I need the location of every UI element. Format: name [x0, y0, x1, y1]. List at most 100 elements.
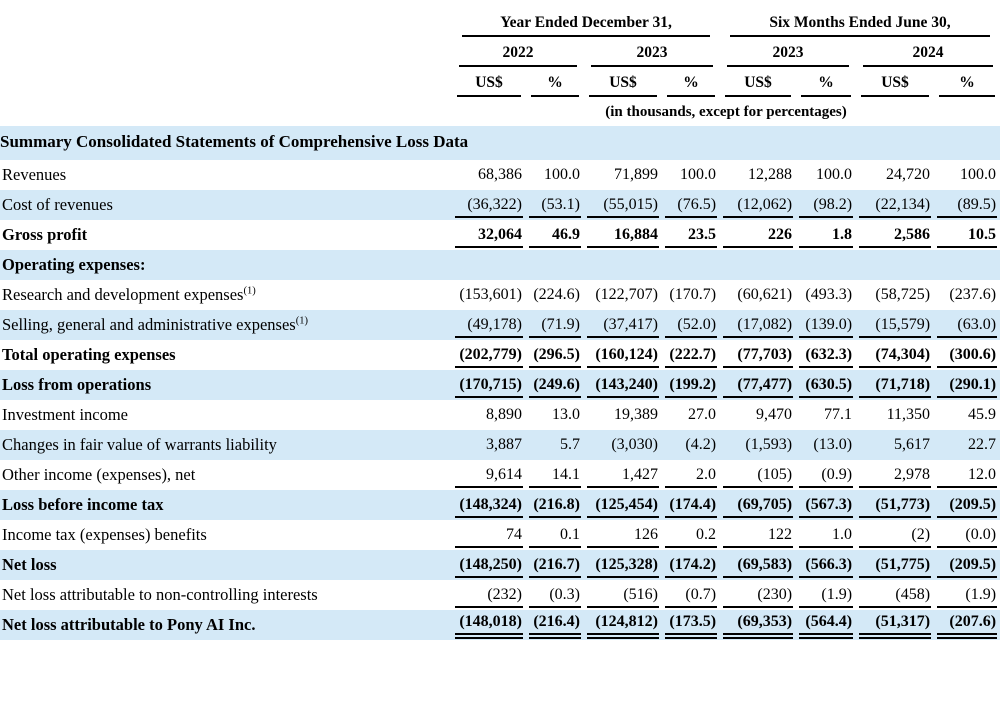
value-text: (60,621): [737, 286, 793, 304]
value-cell: (139.0): [796, 310, 856, 340]
value-cell: 1,427: [584, 460, 662, 490]
row-label-text: Loss from operations: [2, 375, 152, 395]
value-cell: (0.0): [934, 520, 1000, 550]
value-cell: 46.9: [526, 220, 584, 250]
value-cell: (173.5): [662, 610, 720, 640]
value-text: 226: [723, 224, 794, 249]
value-cell: 11,350: [856, 400, 934, 430]
value-text: (2): [859, 524, 932, 549]
value-cell: (98.2): [796, 190, 856, 220]
value-text: (209.5): [937, 494, 998, 519]
value-text: 27.0: [688, 406, 717, 424]
value-text: (37,417): [587, 314, 659, 339]
value-cell: 226: [720, 220, 796, 250]
value-cell: (1.9): [796, 580, 856, 610]
value-cell: (17,082): [720, 310, 796, 340]
value-text: 9,614: [455, 464, 523, 489]
value-text: (249.6): [529, 374, 581, 399]
value-cell: 0.1: [526, 520, 584, 550]
unit-header: %: [801, 67, 852, 97]
value-cell: [796, 250, 856, 280]
value-text: (296.5): [529, 344, 581, 369]
value-text: (564.4): [799, 611, 854, 640]
value-text: 77.1: [824, 406, 853, 424]
value-cell: (153,601): [452, 280, 526, 310]
value-cell: (230): [720, 580, 796, 610]
value-text: 0.1: [529, 524, 581, 549]
value-text: 2,978: [859, 464, 932, 489]
table-row: Net loss attributable to Pony AI Inc. (14…: [0, 610, 1000, 641]
value-cell: (160,124): [584, 340, 662, 370]
value-cell: (125,454): [584, 490, 662, 520]
unit-header: %: [667, 67, 716, 97]
value-text: (139.0): [799, 314, 854, 339]
section-title-row: Summary Consolidated Statements of Compr…: [0, 126, 1000, 161]
value-cell: 12.0: [934, 460, 1000, 490]
value-cell: (174.2): [662, 550, 720, 580]
value-text: (77,703): [723, 344, 794, 369]
value-cell: (632.3): [796, 340, 856, 370]
value-text: (202,779): [455, 344, 523, 369]
value-cell: (564.4): [796, 610, 856, 640]
value-cell: 9,470: [720, 400, 796, 430]
value-text: (49,178): [455, 314, 523, 339]
value-text: (173.5): [665, 611, 718, 640]
row-label: Cost of revenues: [0, 190, 452, 220]
row-label-text: Investment income: [2, 405, 129, 425]
value-text: 12.0: [937, 464, 998, 489]
value-text: 122: [723, 524, 794, 549]
value-cell: (4.2): [662, 430, 720, 460]
value-cell: (1.9): [934, 580, 1000, 610]
value-text: 126: [587, 524, 659, 549]
value-text: 100.0: [544, 166, 580, 184]
value-cell: (209.5): [934, 490, 1000, 520]
value-cell: (71,718): [856, 370, 934, 400]
value-cell: 10.5: [934, 220, 1000, 250]
value-cell: (216.7): [526, 550, 584, 580]
row-label: Changes in fair value of warrants liabil…: [0, 430, 452, 460]
value-cell: (237.6): [934, 280, 1000, 310]
unit-header: US$: [589, 67, 657, 97]
row-label-text: Gross profit: [2, 225, 88, 245]
row-label: Total operating expenses: [0, 340, 452, 370]
value-text: 0.2: [665, 524, 718, 549]
value-text: 100.0: [816, 166, 853, 184]
value-cell: [662, 250, 720, 280]
value-text: 100.0: [960, 166, 997, 184]
value-cell: (15,579): [856, 310, 934, 340]
value-text: 12,288: [748, 166, 793, 184]
value-text: (124,812): [587, 611, 659, 640]
value-text: (1.9): [937, 584, 998, 609]
value-cell: [526, 250, 584, 280]
row-label: Loss before income tax: [0, 490, 452, 520]
row-label-text: Loss before income tax: [2, 495, 164, 515]
value-text: 1,427: [587, 464, 659, 489]
value-text: (51,317): [859, 611, 932, 640]
value-text: [859, 272, 931, 278]
value-cell: (148,324): [452, 490, 526, 520]
year-header-2022: 2022: [459, 37, 577, 67]
value-text: 10.5: [937, 224, 998, 249]
value-cell: (300.6): [934, 340, 1000, 370]
value-cell: (296.5): [526, 340, 584, 370]
value-cell: 100.0: [526, 160, 584, 190]
value-cell: 5,617: [856, 430, 934, 460]
table-row: Loss from operations (170,715) (249.6) (143…: [0, 370, 1000, 401]
row-label: Investment income: [0, 400, 452, 430]
value-text: (125,328): [587, 554, 659, 579]
value-cell: 22.7: [934, 430, 1000, 460]
value-text: (36,322): [455, 194, 523, 219]
value-text: (13.0): [813, 436, 853, 454]
table-row: Net loss (148,250) (216.7) (125,328) (174.2)…: [0, 550, 1000, 581]
table-row: Investment income 8,890 13.0 19,389 27.0 9,47…: [0, 400, 1000, 430]
unit-header: %: [939, 67, 996, 97]
value-text: 11,350: [886, 406, 931, 424]
value-cell: (36,322): [452, 190, 526, 220]
value-cell: 100.0: [934, 160, 1000, 190]
table-row: Changes in fair value of warrants liabil…: [0, 430, 1000, 461]
value-text: [723, 272, 793, 278]
value-text: 22.7: [968, 436, 997, 454]
year-header-6m-2024: 2024: [863, 37, 994, 67]
value-text: (632.3): [799, 344, 854, 369]
